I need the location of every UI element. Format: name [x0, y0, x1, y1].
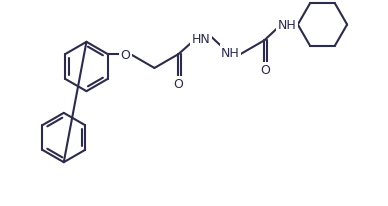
Text: O: O: [260, 64, 270, 77]
Text: HN: HN: [192, 33, 210, 46]
Text: NH: NH: [277, 19, 296, 32]
Text: O: O: [173, 78, 183, 91]
Text: NH: NH: [221, 47, 240, 59]
Text: O: O: [121, 48, 130, 61]
